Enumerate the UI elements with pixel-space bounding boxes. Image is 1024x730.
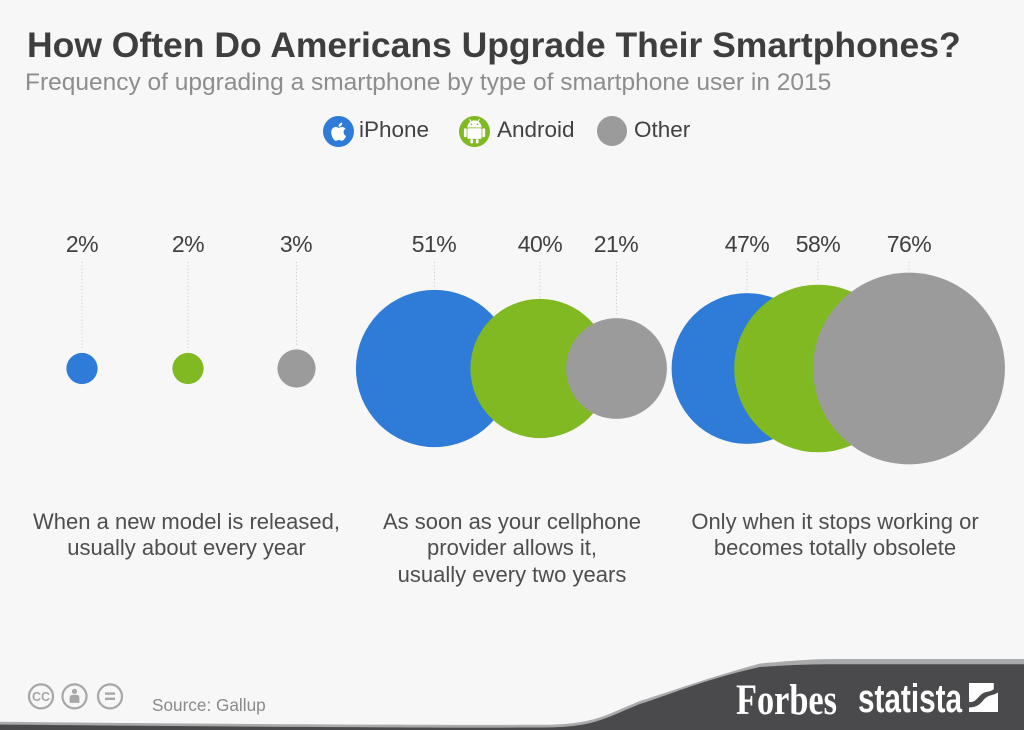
svg-text:CC: CC [32, 690, 50, 704]
svg-text:statista: statista [858, 677, 963, 721]
svg-text:Forbes: Forbes [736, 677, 837, 724]
